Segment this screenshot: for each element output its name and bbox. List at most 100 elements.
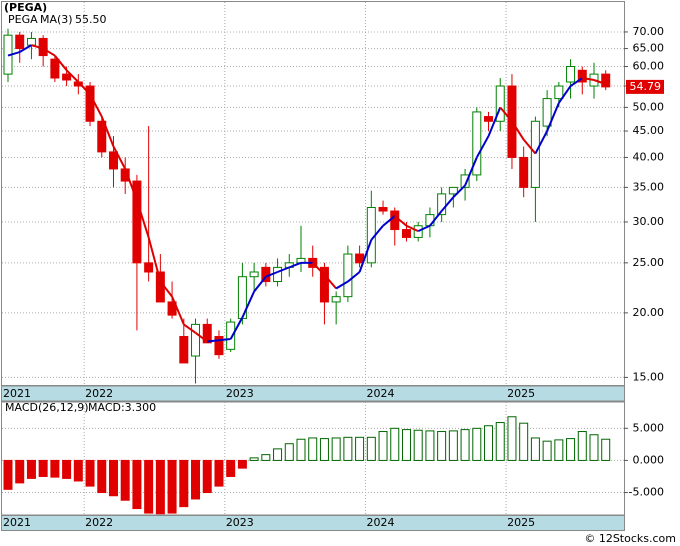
macd-bar <box>484 425 494 461</box>
candle-body <box>331 296 341 303</box>
candle-body <box>484 116 494 122</box>
ma-line <box>464 157 478 186</box>
y-tick-label: 30.00 <box>633 215 665 228</box>
date-strip <box>1 515 625 531</box>
ma-line <box>288 261 302 269</box>
x-tick-label: 2023 <box>226 387 254 400</box>
y-tick-label: 45.00 <box>633 124 665 137</box>
macd-bar <box>343 436 353 461</box>
ma-line <box>77 81 91 96</box>
macd-bar <box>62 459 72 479</box>
macd-bar <box>73 459 83 482</box>
candle-body <box>249 271 259 278</box>
macd-bar <box>108 459 118 497</box>
macd-bar <box>355 436 365 461</box>
ma-line <box>522 139 537 155</box>
macd-bar <box>401 429 411 461</box>
last-price-label: 54.79 <box>630 80 662 93</box>
candle-body <box>132 180 142 264</box>
ma-line <box>394 215 408 227</box>
ma-line <box>511 120 525 141</box>
macd-bar <box>425 430 435 461</box>
x-tick-label: 2024 <box>366 387 394 400</box>
ma-line <box>558 85 572 104</box>
ma-line <box>54 54 68 71</box>
ma-line <box>323 274 337 290</box>
ma-line <box>65 69 80 83</box>
candle-body <box>566 66 576 83</box>
ma-line <box>207 339 220 343</box>
x-tick-label: 2021 <box>3 516 31 529</box>
ma-line <box>183 323 197 334</box>
macd-bar <box>38 459 48 477</box>
candle-body <box>191 323 201 357</box>
macd-bar <box>507 416 517 461</box>
candle-body <box>390 210 400 231</box>
candle-body <box>202 323 212 344</box>
macd-bar <box>132 459 142 510</box>
y-tick-label: 70.00 <box>633 25 665 38</box>
candle-body <box>554 85 564 100</box>
ma-line <box>100 116 115 147</box>
candle-body <box>519 156 529 188</box>
legend-symbol: PEGA <box>8 13 38 26</box>
x-tick-label: 2022 <box>85 516 113 529</box>
ma-line <box>31 44 44 50</box>
ma-line <box>382 215 396 227</box>
macd-bar <box>226 459 236 477</box>
candle-body <box>108 151 118 170</box>
ma-line <box>406 224 419 233</box>
candle-body <box>530 120 540 188</box>
x-tick-label: 2025 <box>507 516 535 529</box>
macd-bar <box>460 429 470 461</box>
macd-bar <box>378 431 388 461</box>
macd-bar <box>155 459 165 515</box>
x-tick-label: 2025 <box>507 387 535 400</box>
ma-line <box>499 106 513 122</box>
macd-bar <box>26 459 36 479</box>
candle-body <box>97 120 107 153</box>
ma-line <box>582 77 595 81</box>
candle-body <box>437 193 447 216</box>
ma-line <box>7 51 21 57</box>
macd-bar <box>566 438 576 461</box>
y-tick-label: 40.00 <box>633 150 665 163</box>
macd-bar <box>284 443 294 461</box>
candle-body <box>472 111 482 176</box>
ma-line <box>194 332 208 343</box>
legend-ma-value: 55.50 <box>75 13 107 26</box>
x-tick-label: 2021 <box>3 387 31 400</box>
x-tick-label: 2022 <box>85 387 113 400</box>
ma-line <box>218 338 231 342</box>
macd-bar <box>331 437 341 461</box>
macd-bar <box>530 437 540 461</box>
ma-line <box>147 237 162 282</box>
ma-line <box>124 168 138 201</box>
y-tick-label: 65.00 <box>633 42 665 55</box>
ma-line <box>593 79 607 85</box>
ma-line <box>440 196 455 212</box>
candle-body <box>460 174 470 188</box>
ma-line <box>135 200 150 238</box>
macd-bar <box>448 430 458 461</box>
macd-bar <box>202 459 212 494</box>
y-tick-label: 5.000 <box>633 421 665 434</box>
y-tick-label: 50.00 <box>633 100 665 113</box>
candle-body <box>343 253 353 298</box>
candle-body <box>601 73 611 88</box>
candle-body <box>214 336 224 356</box>
ma-line <box>171 296 185 325</box>
x-tick-label: 2023 <box>226 516 254 529</box>
macd-bar <box>366 436 376 461</box>
y-tick-label: 20.00 <box>633 306 665 319</box>
price-panel <box>1 1 625 386</box>
macd-bar <box>413 429 423 461</box>
macd-bar <box>191 459 201 500</box>
y-tick-label: 15.00 <box>633 370 665 383</box>
chart-title: (PEGA) <box>4 1 47 14</box>
macd-bar <box>273 448 283 461</box>
ma-line <box>112 146 127 170</box>
macd-bar <box>167 459 177 514</box>
candle-body <box>62 73 72 81</box>
candle-body <box>378 206 388 212</box>
